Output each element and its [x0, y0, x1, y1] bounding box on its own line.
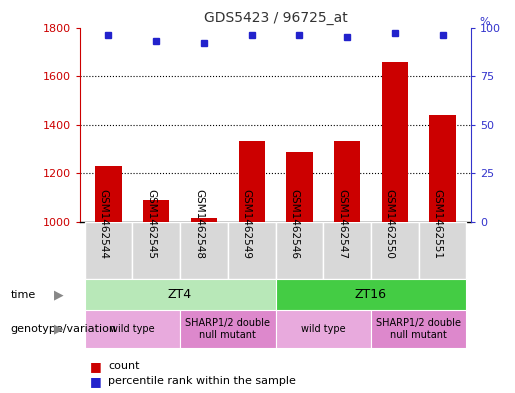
Bar: [382, 62, 408, 222]
Bar: [84, 279, 276, 310]
Bar: [191, 219, 217, 222]
Text: ZT4: ZT4: [168, 288, 192, 301]
Bar: [84, 222, 132, 279]
Bar: [371, 310, 467, 348]
Bar: [143, 200, 169, 222]
Bar: [180, 222, 228, 279]
Bar: [286, 152, 313, 222]
Text: wild type: wild type: [301, 324, 346, 334]
Text: ZT16: ZT16: [355, 288, 387, 301]
Text: wild type: wild type: [110, 324, 154, 334]
Text: SHARP1/2 double
null mutant: SHARP1/2 double null mutant: [185, 318, 270, 340]
Text: ▶: ▶: [55, 288, 64, 301]
Text: ■: ■: [90, 375, 102, 388]
Bar: [419, 222, 467, 279]
Bar: [276, 310, 371, 348]
Text: ■: ■: [90, 360, 102, 373]
Text: GSM1462546: GSM1462546: [289, 189, 299, 259]
Bar: [334, 141, 360, 222]
Bar: [323, 222, 371, 279]
Text: %: %: [479, 17, 490, 27]
Text: percentile rank within the sample: percentile rank within the sample: [108, 376, 296, 386]
Text: GSM1462547: GSM1462547: [337, 189, 347, 259]
Text: SHARP1/2 double
null mutant: SHARP1/2 double null mutant: [376, 318, 461, 340]
Bar: [84, 310, 180, 348]
Bar: [132, 222, 180, 279]
Text: GSM1462550: GSM1462550: [385, 189, 395, 259]
Text: GSM1462549: GSM1462549: [242, 189, 252, 259]
Text: ▶: ▶: [55, 323, 64, 336]
Bar: [276, 279, 467, 310]
Title: GDS5423 / 96725_at: GDS5423 / 96725_at: [203, 11, 348, 25]
Bar: [430, 115, 456, 222]
Text: GSM1462544: GSM1462544: [98, 189, 109, 259]
Text: genotype/variation: genotype/variation: [10, 324, 116, 334]
Bar: [95, 166, 122, 222]
Bar: [276, 222, 323, 279]
Bar: [228, 222, 276, 279]
Bar: [180, 310, 276, 348]
Text: GSM1462551: GSM1462551: [433, 189, 442, 259]
Text: GSM1462545: GSM1462545: [146, 189, 156, 259]
Text: time: time: [10, 290, 36, 300]
Text: count: count: [108, 361, 140, 371]
Bar: [238, 141, 265, 222]
Bar: [371, 222, 419, 279]
Text: GSM1462548: GSM1462548: [194, 189, 204, 259]
